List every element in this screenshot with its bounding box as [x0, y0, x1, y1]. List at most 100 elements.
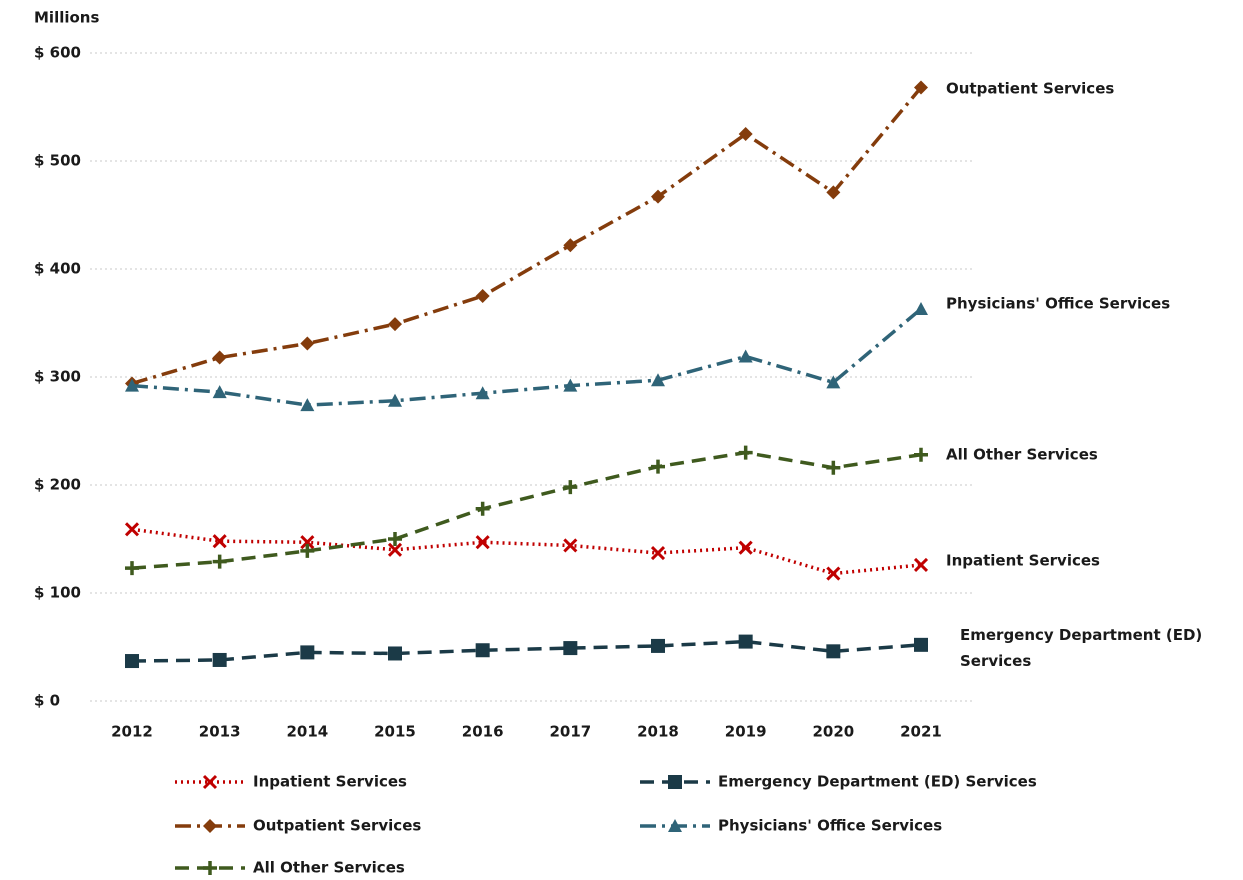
y-tick-label: $ 400	[34, 260, 81, 278]
marker-shape	[124, 522, 140, 537]
marker-shape	[826, 375, 841, 389]
data-point	[475, 643, 490, 658]
data-point	[826, 185, 841, 200]
data-point	[300, 336, 315, 351]
marker-shape	[387, 542, 403, 557]
data-point	[914, 80, 928, 95]
series-end-label: Inpatient Services	[946, 552, 1100, 570]
series-line	[131, 86, 923, 386]
data-point	[913, 557, 929, 572]
marker-shape	[738, 349, 753, 363]
marker-shape	[212, 350, 227, 365]
x-tick-label: 2021	[900, 723, 942, 741]
marker-shape	[651, 373, 665, 387]
marker-shape	[668, 775, 682, 789]
series-line	[131, 527, 922, 576]
data-point	[387, 542, 403, 557]
x-tick-label: 2014	[286, 723, 328, 741]
legend-label: Emergency Department (ED) Services	[718, 773, 1037, 791]
data-point	[914, 447, 928, 462]
data-point	[388, 317, 402, 332]
legend-item: Inpatient Services	[175, 773, 407, 791]
data-point	[738, 445, 753, 460]
marker-shape	[826, 185, 841, 200]
marker-shape	[563, 641, 578, 656]
marker-shape	[650, 545, 666, 561]
data-point	[738, 349, 753, 363]
marker-shape	[388, 393, 402, 407]
data-point	[651, 373, 665, 387]
legend-item: Outpatient Services	[175, 817, 421, 835]
marker-shape	[475, 386, 490, 400]
legend-marker	[202, 774, 218, 790]
marker-shape	[300, 645, 315, 660]
data-point	[651, 638, 665, 653]
x-tick-label: 2020	[812, 723, 854, 741]
marker-shape	[651, 189, 665, 204]
marker-shape	[212, 554, 227, 569]
x-tick-label: 2013	[199, 723, 241, 741]
marker-shape	[125, 561, 139, 576]
x-tick-label: 2018	[637, 723, 679, 741]
data-point	[125, 378, 139, 392]
marker-shape	[826, 644, 841, 659]
data-point	[300, 398, 315, 412]
marker-shape	[826, 460, 841, 475]
data-point	[651, 189, 665, 204]
marker-shape	[203, 819, 217, 833]
legend-item: Emergency Department (ED) Services	[640, 773, 1037, 791]
data-point	[563, 538, 578, 553]
data-point	[475, 501, 490, 516]
marker-shape	[563, 480, 578, 495]
series-end-label: Outpatient Services	[946, 80, 1114, 98]
data-point	[300, 535, 315, 550]
data-point	[563, 641, 578, 656]
data-point	[388, 532, 402, 546]
legend-label: All Other Services	[253, 859, 405, 877]
marker-shape	[388, 646, 402, 661]
marker-shape	[300, 543, 315, 558]
y-tick-label: $ 200	[34, 476, 81, 494]
y-tick-label: $ 0	[34, 692, 60, 710]
data-point	[914, 301, 928, 315]
data-point	[651, 459, 665, 474]
data-point	[738, 634, 753, 649]
data-point	[738, 127, 753, 141]
data-point	[826, 460, 841, 475]
y-axis-label: Millions	[34, 9, 99, 27]
data-point	[826, 644, 841, 659]
data-point	[124, 522, 140, 537]
marker-shape	[300, 535, 315, 550]
legend-marker	[668, 775, 682, 789]
data-point	[914, 637, 928, 652]
marker-shape	[651, 459, 665, 474]
marker-shape	[475, 643, 490, 658]
data-point	[388, 393, 402, 407]
marker-shape	[826, 566, 841, 581]
series-end-label: Emergency Department (ED) Services	[960, 626, 1203, 670]
legend-item: Physicians' Office Services	[640, 817, 942, 835]
marker-shape	[212, 652, 227, 667]
marker-shape	[388, 532, 402, 546]
data-point	[650, 545, 666, 561]
y-tick-label: $ 600	[34, 44, 81, 62]
marker-shape	[651, 638, 665, 653]
data-point	[475, 535, 490, 550]
marker-shape	[475, 535, 490, 550]
marker-shape	[202, 774, 218, 790]
data-point	[738, 540, 753, 555]
legend-label: Physicians' Office Services	[718, 817, 942, 835]
marker-shape	[914, 637, 928, 652]
x-tick-label: 2019	[725, 723, 767, 741]
data-point	[826, 375, 841, 389]
marker-shape	[914, 447, 928, 462]
marker-shape	[212, 534, 227, 549]
x-tick-label: 2017	[549, 723, 591, 741]
data-point	[563, 238, 578, 253]
marker-shape	[914, 301, 928, 315]
marker-shape	[563, 378, 578, 392]
marker-shape	[914, 80, 928, 95]
legend-label: Inpatient Services	[253, 773, 407, 791]
marker-shape	[563, 538, 578, 553]
marker-shape	[388, 317, 402, 332]
